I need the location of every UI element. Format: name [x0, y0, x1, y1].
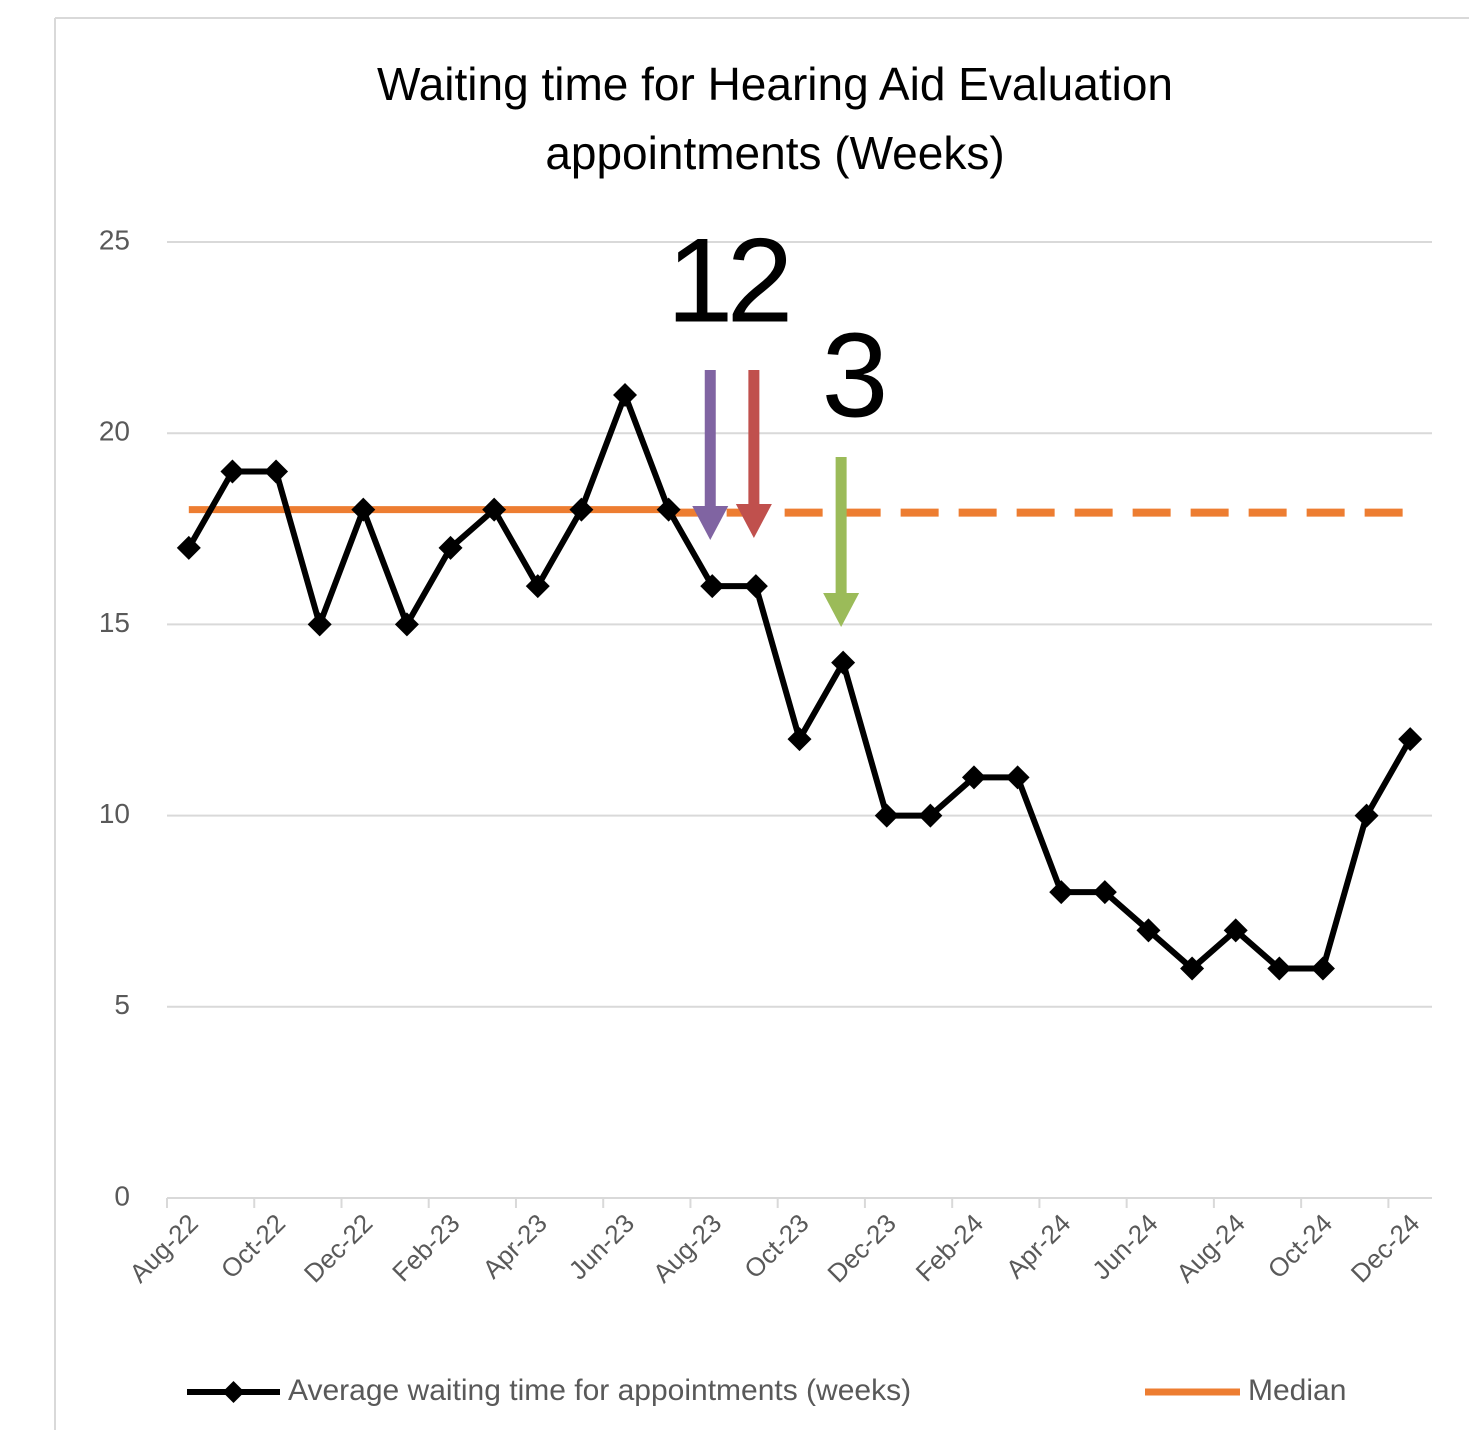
y-tick-label: 15 [99, 607, 130, 638]
marker [307, 612, 332, 637]
y-tick-label: 0 [114, 1180, 130, 1211]
marker [351, 497, 376, 522]
marker [1223, 918, 1248, 943]
x-tick-label: Dec-22 [298, 1208, 378, 1288]
marker [1092, 880, 1117, 905]
chart-title: appointments (Weeks) [545, 127, 1004, 179]
x-tick-label: Feb-24 [910, 1208, 989, 1287]
marker [176, 535, 201, 560]
annotation-label: 1 [667, 214, 734, 348]
marker [918, 803, 943, 828]
marker [525, 574, 550, 599]
y-tick-label: 5 [114, 989, 130, 1020]
annotation-label: 3 [822, 309, 889, 443]
marker [961, 765, 986, 790]
x-tick-label: Apr-24 [1000, 1208, 1076, 1284]
annotation-arrowhead [735, 504, 772, 538]
marker [700, 574, 725, 599]
y-tick-label: 20 [99, 416, 130, 447]
marker [656, 497, 681, 522]
marker [1005, 765, 1030, 790]
marker [220, 459, 245, 484]
marker [1136, 918, 1161, 943]
marker [394, 612, 419, 637]
marker [1310, 956, 1335, 981]
x-tick-label: Oct-24 [1262, 1208, 1338, 1284]
series-line [186, 391, 1413, 972]
marker [569, 497, 594, 522]
x-tick-label: Feb-23 [386, 1208, 465, 1287]
x-tick-label: Aug-24 [1170, 1208, 1250, 1288]
marker [743, 574, 768, 599]
x-tick-label: Aug-23 [647, 1208, 727, 1288]
x-tick-label: Oct-23 [738, 1208, 814, 1284]
marker [438, 535, 463, 560]
marker [831, 650, 856, 675]
x-tick-label: Dec-24 [1345, 1208, 1425, 1288]
annotation-arrowhead [692, 506, 729, 540]
x-tick-label: Aug-22 [123, 1208, 203, 1288]
x-tick-label: Jun-23 [563, 1208, 640, 1285]
x-tick-label: Oct-22 [215, 1208, 291, 1284]
marker [613, 382, 638, 407]
marker [482, 497, 507, 522]
marker [264, 459, 289, 484]
x-tick-label: Dec-23 [821, 1208, 901, 1288]
chart-title: Waiting time for Hearing Aid Evaluation [377, 58, 1173, 110]
x-tick-label: Jun-24 [1086, 1208, 1163, 1285]
marker [874, 803, 899, 828]
marker [1049, 880, 1074, 905]
marker [1398, 727, 1423, 752]
marker [1180, 956, 1205, 981]
x-tick-label: Apr-23 [476, 1208, 552, 1284]
annotation-arrowhead [823, 593, 860, 627]
y-tick-label: 25 [99, 224, 130, 255]
legend-marker [222, 1381, 245, 1403]
marker [1267, 956, 1292, 981]
y-tick-label: 10 [99, 798, 130, 829]
legend-label: Average waiting time for appointments (w… [288, 1374, 911, 1407]
marker [1354, 803, 1379, 828]
legend-label: Median [1248, 1374, 1346, 1407]
marker [787, 727, 812, 752]
annotation-label: 2 [727, 214, 794, 348]
